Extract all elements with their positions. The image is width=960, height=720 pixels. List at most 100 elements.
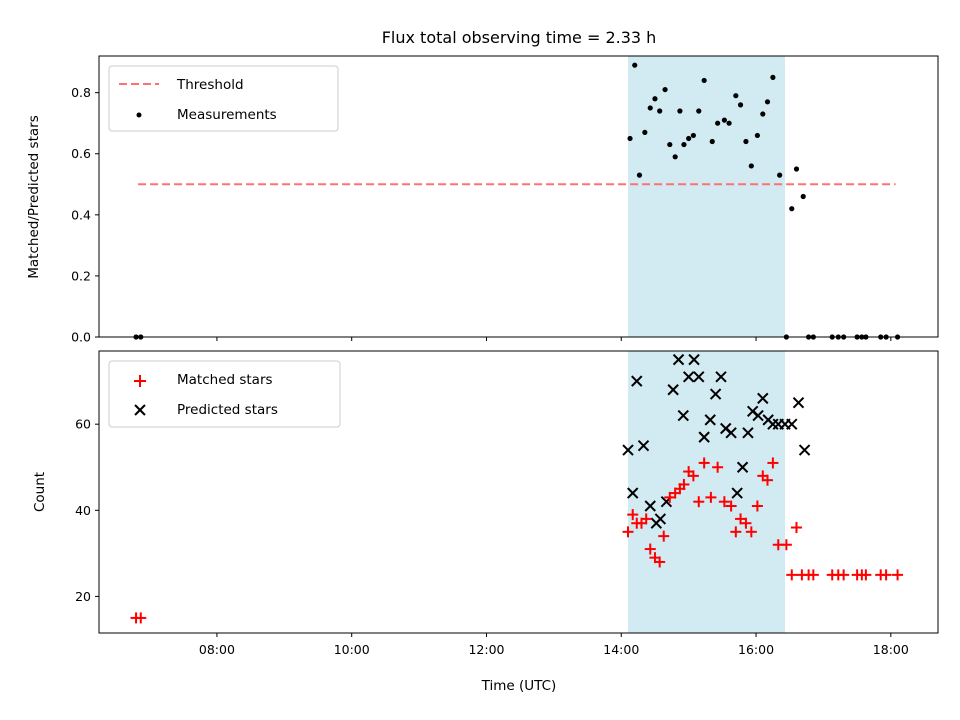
measurement-point [733,93,739,99]
measurement-point [672,154,678,160]
predicted-star-point [704,414,716,426]
legend-matched-swatch [134,375,146,387]
bottom-plot-frame [98,350,939,634]
measurement-point [800,193,806,200]
measurement-point [632,62,638,68]
matched-star-point [786,569,798,581]
matched-star-point [730,526,742,538]
chart-title: Flux total observing time = 2.33 h [382,28,657,47]
predicted-stars-points [622,353,811,529]
measurement-point [647,105,653,111]
legend-threshold-label: Threshold [176,77,244,93]
predicted-star-point [742,427,754,439]
matched-stars-points [130,457,904,624]
bottom-highlight-span [628,351,786,633]
predicted-star-stroke [682,371,695,383]
predicted-star-point [693,371,705,383]
predicted-star-point [725,427,737,439]
measurement-point [748,163,754,169]
matched-star-point [687,470,699,482]
predicted-star-stroke [644,500,656,512]
measurement-point [737,102,744,108]
predicted-star-point [688,353,700,366]
predicted-star-stroke [677,409,689,422]
predicted-star-stroke [631,375,643,387]
matched-star-point [740,517,752,529]
predicted-star-stroke [667,384,679,396]
predicted-star-stroke [792,396,805,409]
matched-star-point [712,461,724,473]
predicted-star-stroke [627,487,639,499]
predicted-star-stroke [742,427,754,439]
matched-star-point [678,478,690,490]
predicted-star-point [715,371,727,383]
predicted-star-stroke [654,513,667,525]
measurement-point [793,166,800,172]
predicted-star-stroke [752,409,764,422]
measurement-point [764,99,771,105]
bottom-y-axis: 20 40 60 [75,417,99,604]
top-y-tick-label: 0.0 [71,330,91,345]
matched-star-point [135,612,147,624]
measurement-point [642,129,648,135]
matched-star-point [725,500,737,512]
x-tick-label: 10:00 [334,642,370,657]
predicted-star-point [752,409,764,422]
bottom-y-tick-label: 60 [75,417,91,432]
x-tick-label: 18:00 [873,642,909,657]
bottom-legend: Matched stars Predicted stars [108,360,341,428]
matched-star-point [745,526,757,538]
measurement-point [627,135,633,142]
predicted-star-point [709,388,722,400]
predicted-star-stroke [736,461,749,473]
bottom-y-axis-label: Count [32,472,48,512]
predicted-star-point [698,431,710,443]
predicted-star-stroke [672,353,685,366]
predicted-star-stroke [731,487,743,499]
measurement-point [789,206,795,212]
top-y-tick-label: 0.6 [71,146,91,161]
measurement-point [667,141,673,148]
x-tick-label: 14:00 [603,642,639,657]
bottom-panel: 20 40 60 08:00 10:00 12:00 14:00 16:00 18:00 Co… [32,350,939,694]
bottom-y-tick-label: 20 [75,589,91,604]
predicted-star-point [786,418,798,430]
predicted-star-point [637,440,650,452]
measurement-point [715,120,721,126]
matched-star-point [693,496,705,508]
predicted-star-point [622,444,634,456]
matched-star-point [658,530,670,542]
predicted-star-point [792,396,805,409]
top-panel: 0.00.20.40.60.8 Matched/Predicted stars … [26,55,939,345]
legend-predicted-label: Predicted stars [177,402,278,418]
predicted-star-stroke [798,444,811,456]
predicted-star-stroke [715,371,727,383]
matched-star-point [640,513,652,525]
measurement-point [657,108,663,114]
measurement-point [770,74,776,80]
bottom-x-axis: 08:00 10:00 12:00 14:00 16:00 18:00 [199,633,909,657]
top-legend-box [108,65,339,132]
legend-matched-label: Matched stars [177,372,273,388]
matched-star-point [622,526,634,538]
top-y-axis: 0.0 0.2 0.4 0.6 0.8 [71,85,99,345]
top-y-tick-label: 0.8 [71,85,91,100]
measurement-point [743,138,749,145]
legend-measurements-label: Measurements [177,107,277,123]
predicted-star-stroke [637,440,650,452]
predicted-star-point [682,371,695,383]
legend-measurements-swatch [136,112,142,118]
measurement-point [662,86,668,93]
predicted-star-stroke [709,388,722,400]
measurement-point [696,108,702,114]
bottom-legend-box [108,360,341,428]
predicted-star-point [798,444,811,456]
predicted-star-stroke [725,427,737,439]
measurement-point [686,135,692,142]
measurement-point [690,132,696,139]
matched-star-point [892,569,904,581]
measurement-point [726,120,732,126]
top-highlight-span [628,56,786,337]
measurement-point [754,132,760,139]
measurement-point [777,172,783,178]
